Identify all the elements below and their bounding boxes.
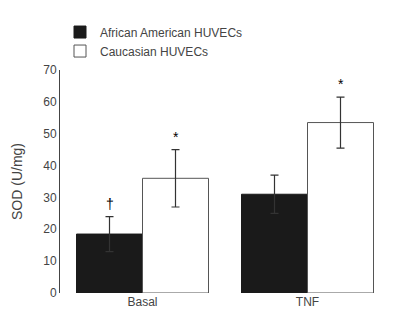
svg-text:*: * <box>173 129 179 145</box>
svg-text:SOD (U/mg): SOD (U/mg) <box>9 143 25 220</box>
svg-text:African American HUVECs: African American HUVECs <box>100 26 242 40</box>
svg-text:60: 60 <box>43 95 57 109</box>
svg-text:20: 20 <box>43 222 57 236</box>
svg-text:30: 30 <box>43 191 57 205</box>
svg-text:70: 70 <box>43 63 57 77</box>
svg-text:Caucasian HUVECs: Caucasian HUVECs <box>100 45 208 59</box>
svg-text:0: 0 <box>50 286 57 300</box>
svg-text:10: 10 <box>43 254 57 268</box>
svg-text:Basal: Basal <box>127 295 157 309</box>
svg-text:*: * <box>338 76 344 92</box>
svg-text:†: † <box>106 196 114 212</box>
svg-text:40: 40 <box>43 159 57 173</box>
svg-text:TNF: TNF <box>296 295 319 309</box>
svg-text:50: 50 <box>43 127 57 141</box>
